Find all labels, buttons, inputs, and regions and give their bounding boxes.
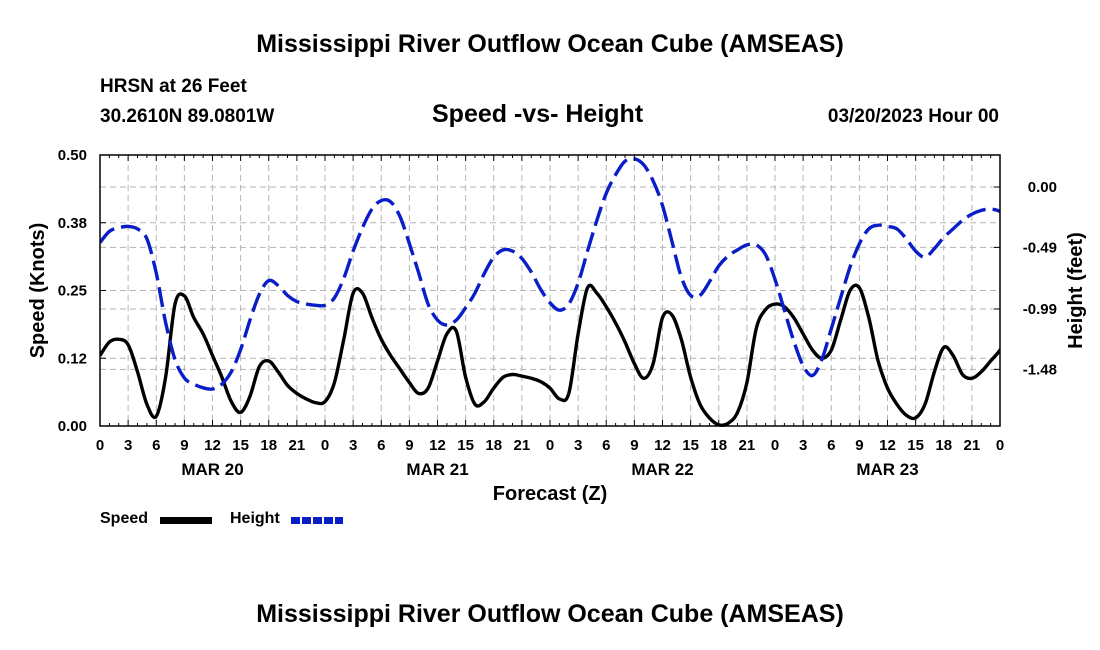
y-tick-label: 0.12 bbox=[58, 350, 87, 367]
y2-tick-label: -0.99 bbox=[1023, 301, 1057, 318]
forecast-date: 03/20/2023 Hour 00 bbox=[827, 106, 999, 127]
series-height-line bbox=[100, 156, 1000, 391]
y2-axis-title: Height (feet) bbox=[1065, 232, 1087, 349]
x-tick-label: 15 bbox=[682, 437, 699, 454]
x-tick-label: 3 bbox=[799, 437, 807, 454]
x-tick-label: 6 bbox=[377, 437, 385, 454]
day-label: MAR 21 bbox=[406, 460, 468, 479]
y2-tick-label: 0.00 bbox=[1028, 179, 1057, 196]
x-tick-label: 12 bbox=[204, 437, 221, 454]
x-tick-label: 15 bbox=[907, 437, 924, 454]
x-tick-label: 0 bbox=[771, 437, 779, 454]
y-tick-label: 0.50 bbox=[58, 147, 87, 164]
x-tick-label: 12 bbox=[879, 437, 896, 454]
x-tick-label: 21 bbox=[514, 437, 531, 454]
x-tick-label: 18 bbox=[710, 437, 727, 454]
x-tick-label: 12 bbox=[654, 437, 671, 454]
x-tick-label: 6 bbox=[152, 437, 160, 454]
day-label: MAR 22 bbox=[631, 460, 693, 479]
x-tick-label: 18 bbox=[935, 437, 952, 454]
axes bbox=[99, 154, 1001, 427]
x-tick-label: 0 bbox=[546, 437, 554, 454]
y-tick-label: 0.25 bbox=[58, 283, 87, 300]
x-tick-label: 21 bbox=[739, 437, 756, 454]
legend-speed-swatch bbox=[160, 517, 212, 524]
x-tick-label: 21 bbox=[964, 437, 981, 454]
y-tick-label: 0.00 bbox=[58, 418, 87, 435]
x-tick-label: 12 bbox=[429, 437, 446, 454]
legend-height-label: Height bbox=[230, 510, 280, 527]
grid bbox=[100, 155, 1000, 426]
x-tick-label: 3 bbox=[124, 437, 132, 454]
legend-speed-label: Speed bbox=[100, 510, 149, 527]
x-tick-label: 21 bbox=[289, 437, 306, 454]
chart-title: Mississippi River Outflow Ocean Cube (AM… bbox=[256, 30, 844, 58]
station-coords: 30.2610N 89.0801W bbox=[100, 106, 275, 127]
x-tick-label: 18 bbox=[485, 437, 502, 454]
day-label: MAR 20 bbox=[181, 460, 243, 479]
x-tick-label: 9 bbox=[630, 437, 638, 454]
x-tick-label: 9 bbox=[180, 437, 188, 454]
y-tick-label: 0.38 bbox=[58, 215, 87, 232]
x-tick-label: 6 bbox=[602, 437, 610, 454]
x-tick-label: 15 bbox=[457, 437, 474, 454]
series-speed-line bbox=[100, 283, 1000, 428]
y2-tick-label: -0.49 bbox=[1023, 239, 1057, 256]
tick-labels: 0 3 6 9 12 15 18 21 0 3 6 9 12 15 18 21 0 3 6 9 12 15 18 21 0 3 6 9… bbox=[27, 147, 1087, 505]
speed-height-chart: 0 3 6 9 12 15 18 21 0 3 6 9 12 15 18 21 0 3 6 9 12 15 18 21 0 3 6 9… bbox=[27, 147, 1087, 505]
day-label: MAR 23 bbox=[856, 460, 918, 479]
x-axis-title: Forecast (Z) bbox=[493, 483, 607, 505]
y2-tick-label: -1.48 bbox=[1023, 361, 1057, 378]
x-tick-label: 0 bbox=[321, 437, 329, 454]
x-tick-label: 9 bbox=[855, 437, 863, 454]
x-tick-label: 9 bbox=[405, 437, 413, 454]
x-tick-label: 0 bbox=[996, 437, 1004, 454]
station-label: HRSN at 26 Feet bbox=[100, 76, 247, 97]
x-tick-label: 3 bbox=[349, 437, 357, 454]
series-group bbox=[100, 156, 1000, 428]
footer-title: Mississippi River Outflow Ocean Cube (AM… bbox=[256, 600, 844, 628]
x-tick-label: 6 bbox=[827, 437, 835, 454]
legend-height-swatch bbox=[291, 517, 343, 524]
x-tick-label: 3 bbox=[574, 437, 582, 454]
x-tick-label: 15 bbox=[232, 437, 249, 454]
x-tick-label: 18 bbox=[260, 437, 277, 454]
x-tick-label: 0 bbox=[96, 437, 104, 454]
y-axis-title: Speed (Knots) bbox=[27, 223, 49, 359]
chart-subtitle: Speed -vs- Height bbox=[432, 100, 644, 128]
